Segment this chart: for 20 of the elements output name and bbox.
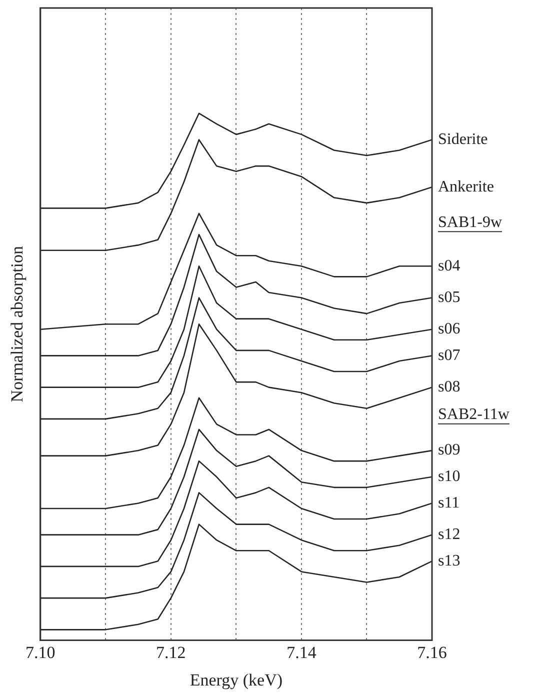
- series-label: s08: [438, 378, 460, 396]
- series-label: s07: [438, 346, 460, 364]
- series-label: s04: [438, 257, 460, 274]
- x-tick-label: 7.10: [26, 642, 56, 662]
- x-tick-label: 7.16: [417, 642, 447, 662]
- series-label: s13: [438, 552, 460, 570]
- series-label: s12: [438, 526, 460, 544]
- series-label: Ankerite: [438, 178, 494, 196]
- x-axis-title: Energy (keV): [190, 670, 283, 690]
- y-axis-title: Normalized absorption: [8, 245, 27, 402]
- text: SAB1-9w: [438, 214, 502, 231]
- text: SAB2-11w: [438, 406, 510, 424]
- series-label: s09: [438, 442, 460, 459]
- series-label: Siderite: [438, 130, 488, 148]
- series-label: s06: [438, 320, 460, 338]
- series-label: s11: [438, 494, 460, 512]
- x-tick-label: 7.12: [156, 642, 186, 662]
- x-tick-label: 7.14: [286, 642, 317, 662]
- series-label: s05: [438, 288, 460, 306]
- series-label: s10: [438, 468, 460, 486]
